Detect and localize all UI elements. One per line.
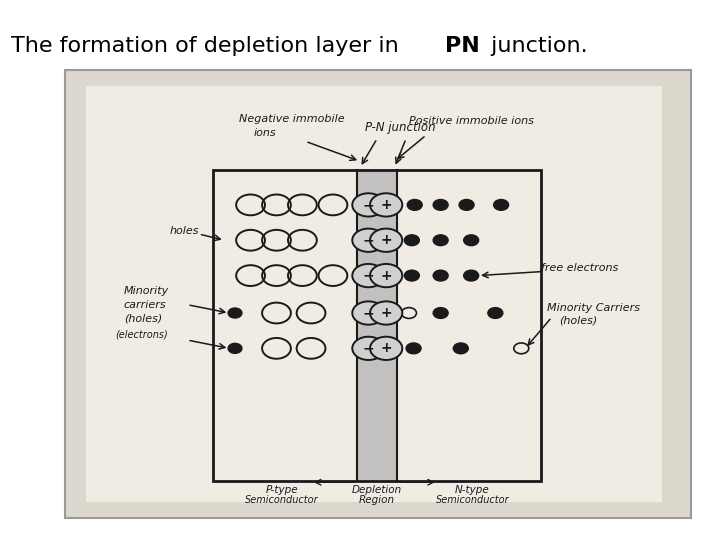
Circle shape: [352, 228, 384, 252]
Text: N-type: N-type: [455, 485, 490, 495]
Circle shape: [464, 270, 479, 281]
Text: −: −: [363, 341, 374, 355]
Circle shape: [370, 264, 402, 287]
Circle shape: [494, 199, 508, 210]
Text: PN: PN: [445, 36, 480, 56]
Bar: [213, 170, 541, 482]
Text: free electrons: free electrons: [541, 264, 618, 273]
Text: +: +: [380, 198, 392, 212]
Text: +: +: [380, 306, 392, 320]
Circle shape: [352, 301, 384, 325]
Text: +: +: [380, 268, 392, 282]
Text: P-type: P-type: [266, 485, 299, 495]
Bar: [86, 86, 662, 502]
Text: Negative immobile: Negative immobile: [239, 114, 345, 124]
Text: holes: holes: [170, 226, 199, 236]
Circle shape: [352, 337, 384, 360]
Text: P-N junction: P-N junction: [365, 122, 436, 134]
Circle shape: [433, 270, 448, 281]
Circle shape: [352, 264, 384, 287]
Text: Positive immobile ions: Positive immobile ions: [409, 116, 534, 126]
Circle shape: [370, 228, 402, 252]
Text: junction.: junction.: [484, 36, 588, 56]
Text: (holes): (holes): [559, 315, 597, 326]
Text: −: −: [363, 306, 374, 320]
Circle shape: [370, 301, 402, 325]
Text: −: −: [363, 268, 374, 282]
Text: −: −: [363, 198, 374, 212]
Circle shape: [459, 199, 474, 210]
Circle shape: [352, 193, 384, 217]
Text: The formation of depletion layer in: The formation of depletion layer in: [11, 36, 405, 56]
Text: (holes): (holes): [124, 313, 162, 323]
Text: Minority Carriers: Minority Carriers: [547, 303, 640, 313]
Circle shape: [228, 308, 242, 318]
Circle shape: [408, 199, 422, 210]
Text: carriers: carriers: [124, 300, 166, 309]
Circle shape: [370, 337, 402, 360]
Circle shape: [433, 235, 448, 246]
Text: ions: ions: [253, 129, 276, 138]
Circle shape: [405, 270, 419, 281]
Text: +: +: [380, 341, 392, 355]
Circle shape: [454, 343, 468, 354]
Circle shape: [433, 308, 448, 319]
Text: −: −: [363, 233, 374, 247]
Text: Semiconductor: Semiconductor: [246, 495, 319, 505]
Text: (electrons): (electrons): [115, 330, 168, 340]
Bar: [357, 170, 397, 482]
Text: Semiconductor: Semiconductor: [436, 495, 509, 505]
Text: Region: Region: [359, 495, 395, 505]
Text: +: +: [380, 233, 392, 247]
Circle shape: [405, 235, 419, 246]
Text: Depletion: Depletion: [352, 485, 402, 495]
Circle shape: [488, 308, 503, 319]
Circle shape: [370, 193, 402, 217]
Text: Minority: Minority: [124, 286, 169, 296]
Circle shape: [228, 343, 242, 353]
Circle shape: [406, 343, 421, 354]
Circle shape: [433, 199, 448, 210]
Bar: [65, 70, 691, 518]
Circle shape: [464, 235, 479, 246]
